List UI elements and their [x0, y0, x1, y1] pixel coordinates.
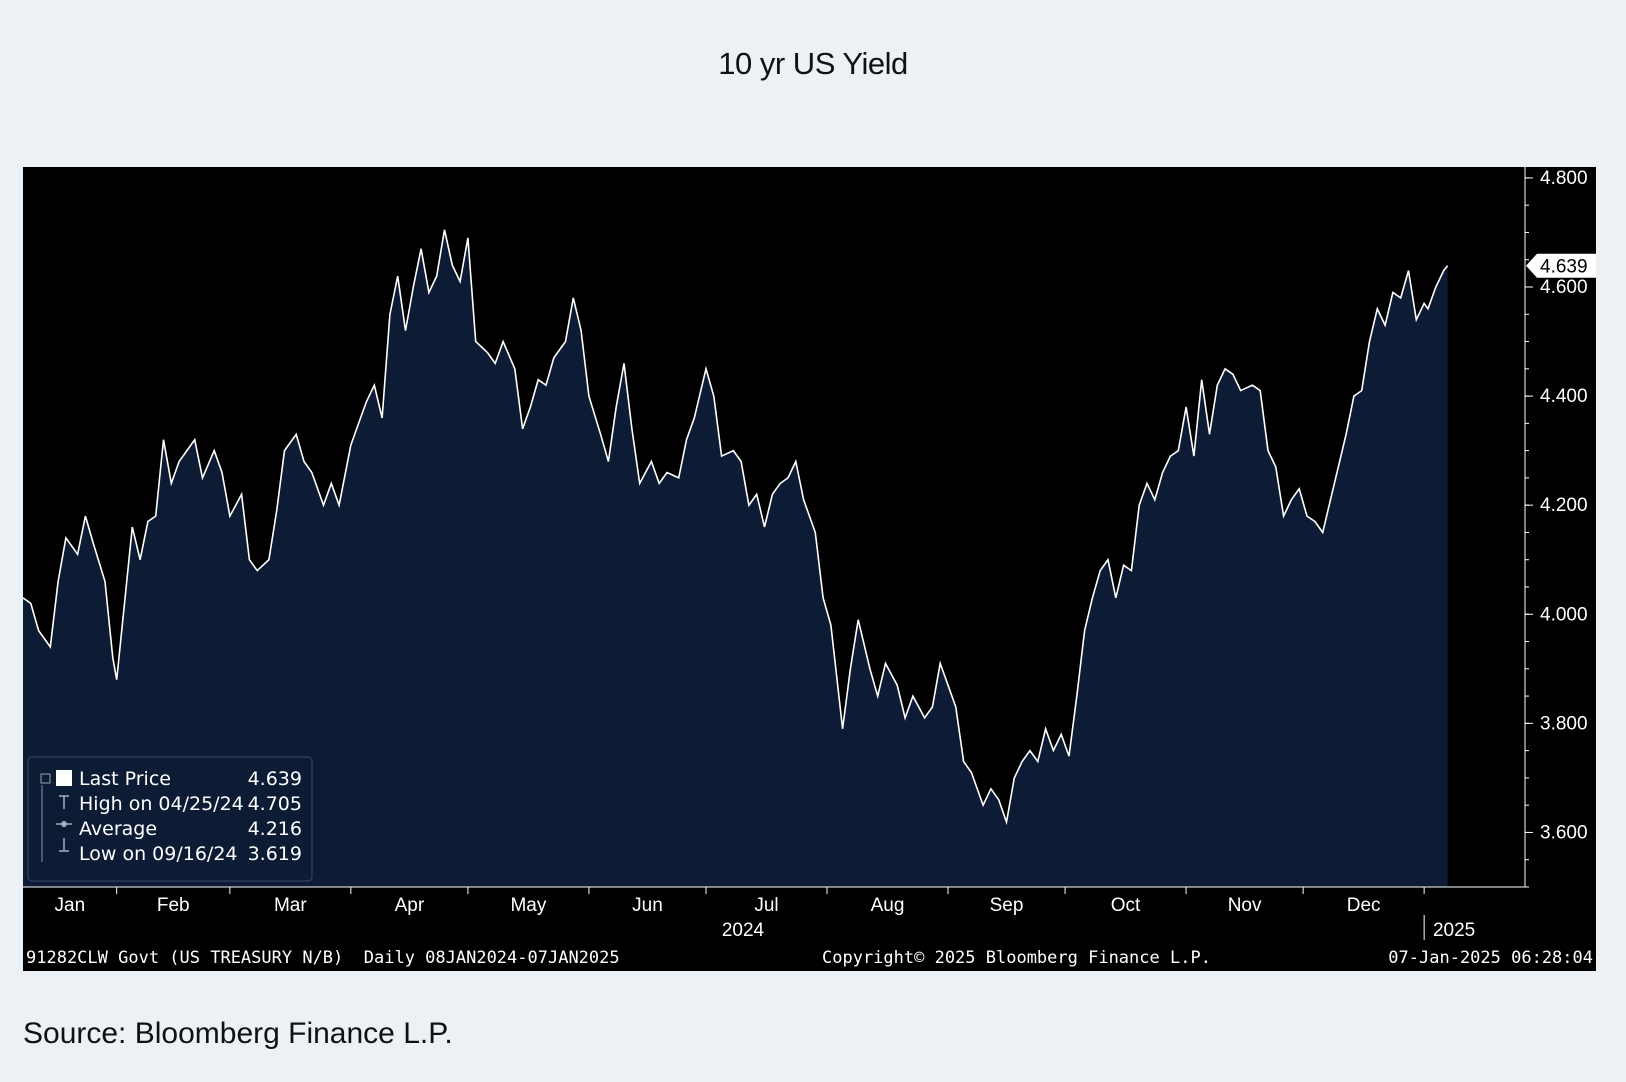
month-label: Oct — [1111, 895, 1141, 916]
month-label: Jan — [55, 895, 86, 916]
chart-svg: 4.800 4.600 4.400 4.200 4.000 3.800 3.600 4.639… — [23, 167, 1596, 968]
month-label: Feb — [157, 895, 190, 916]
y-tick-label: 3.600 — [1540, 822, 1588, 843]
source-note: Source: Bloomberg Finance L.P. — [23, 1017, 453, 1050]
low-marker-icon — [59, 838, 69, 852]
legend-collapse-icon[interactable] — [40, 773, 51, 784]
legend-value: 3.619 — [248, 843, 302, 865]
y-tick-label: 3.800 — [1540, 713, 1588, 734]
y-tick-label: 4.600 — [1540, 277, 1588, 298]
footer-ticker: 91282CLW Govt (US TREASURY N/B) Daily 08… — [26, 948, 620, 968]
y-tick-label: 4.400 — [1540, 386, 1588, 407]
last-price-label: 4.639 — [1540, 257, 1588, 278]
footer-copyright: Copyright© 2025 Bloomberg Finance L.P. — [822, 948, 1211, 968]
chart-title: 10 yr US Yield — [718, 46, 908, 81]
year-label: 2024 — [722, 920, 765, 941]
month-label: Jun — [632, 895, 663, 916]
year-label: 2025 — [1433, 920, 1475, 941]
month-label: Apr — [395, 895, 425, 916]
legend-label: High on 04/25/24 — [79, 793, 244, 815]
month-label: Sep — [990, 895, 1024, 916]
series-line — [23, 229, 1449, 826]
average-dot-icon — [61, 821, 67, 827]
y-tick-label: 4.200 — [1540, 495, 1588, 516]
legend-value: 4.216 — [248, 818, 302, 840]
legend-box — [27, 756, 313, 882]
month-label: Dec — [1347, 895, 1381, 916]
legend-label: Low on 09/16/24 — [79, 843, 238, 865]
series-area — [23, 229, 1448, 887]
month-label: Mar — [274, 895, 307, 916]
legend-swatch — [56, 770, 72, 786]
footer-timestamp: 07-Jan-2025 06:28:04 — [1388, 948, 1593, 968]
month-label: Jul — [754, 895, 778, 916]
legend-value: 4.639 — [248, 768, 302, 790]
month-label: May — [510, 895, 546, 916]
legend-label: Last Price — [79, 768, 171, 790]
high-marker-icon — [59, 795, 69, 809]
month-label: Nov — [1228, 895, 1262, 916]
month-label: Aug — [871, 895, 905, 916]
last-price-marker — [1526, 253, 1596, 278]
y-tick-label: 4.800 — [1540, 168, 1588, 189]
legend-label: Average — [79, 818, 157, 840]
legend-value: 4.705 — [248, 793, 302, 815]
y-tick-label: 4.000 — [1540, 604, 1588, 625]
chart-panel: 4.800 4.600 4.400 4.200 4.000 3.800 3.600 4.639… — [23, 167, 1596, 971]
